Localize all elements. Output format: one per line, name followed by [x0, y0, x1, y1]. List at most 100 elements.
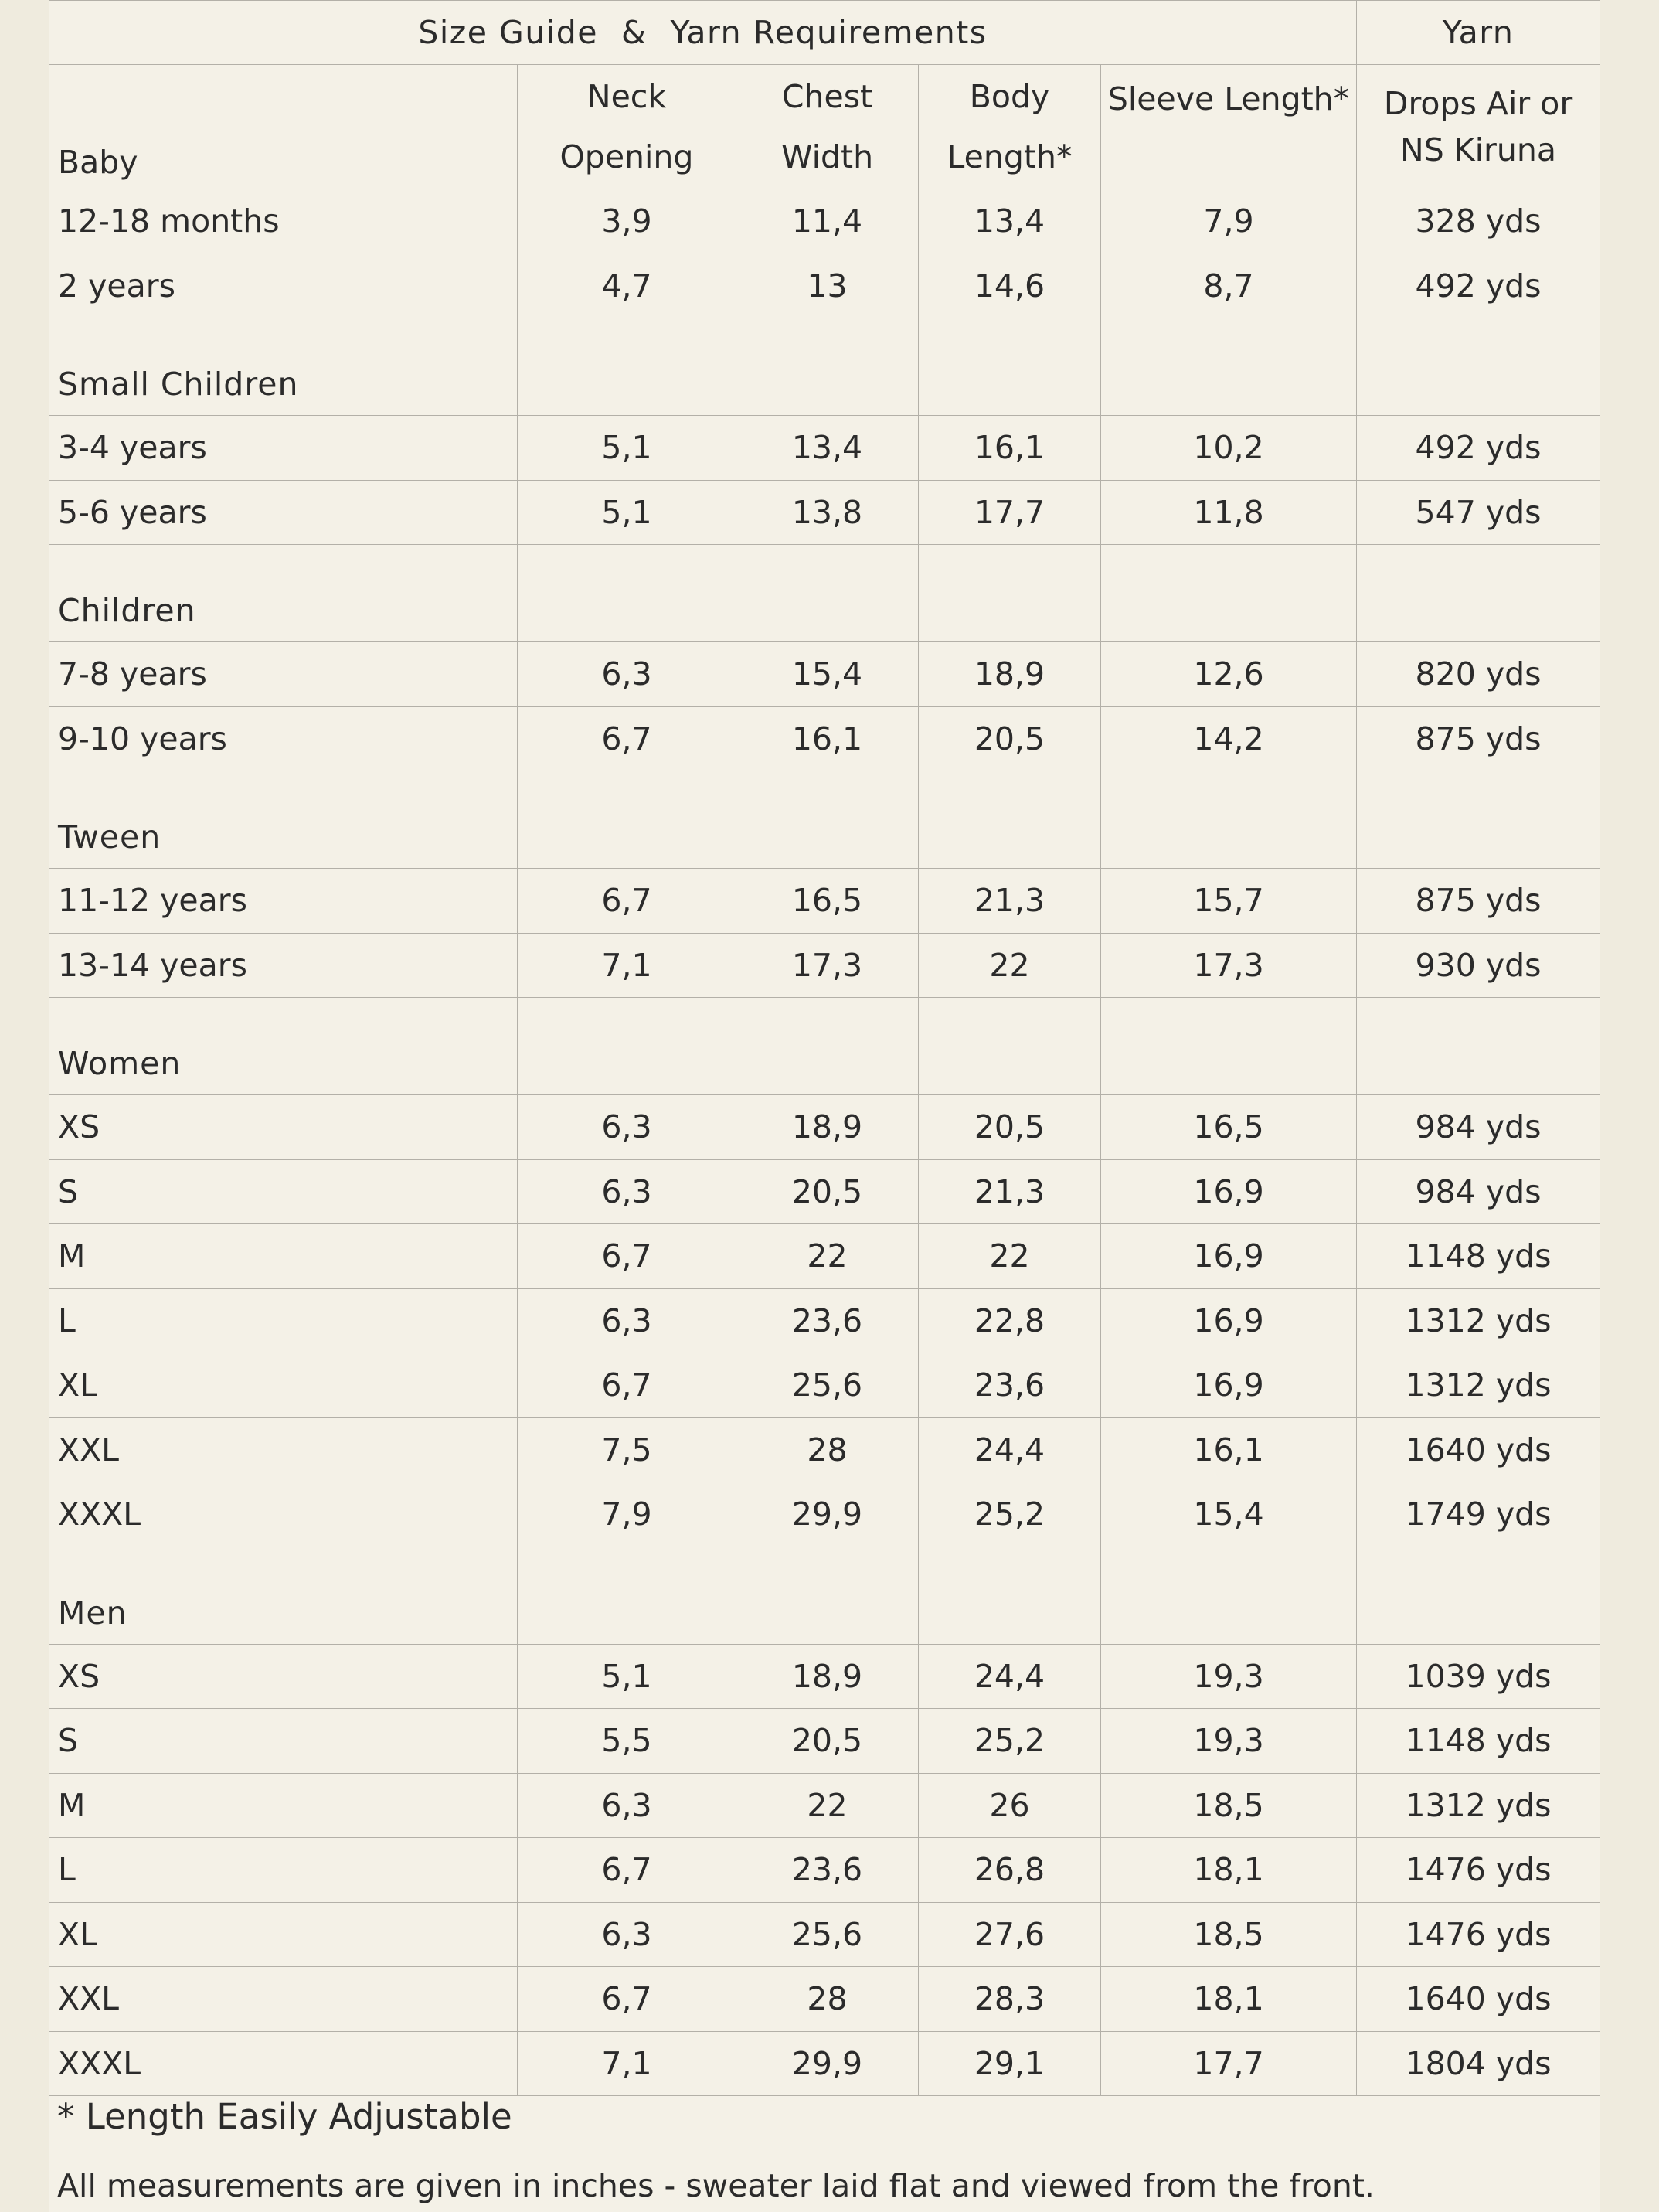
table-row: L 6,7 23,6 26,8 18,1 1476 yds [49, 1837, 1601, 1903]
sleeve-length-cell: 10,2 [1100, 415, 1358, 481]
sleeve-length-cell: 16,1 [1100, 1417, 1358, 1482]
size-label: 11-12 years [49, 868, 518, 934]
sleeve-length-cell: 11,8 [1100, 479, 1358, 545]
chest-width-cell: 22 [736, 1223, 919, 1289]
size-label: XXXL [49, 1482, 518, 1547]
empty-cell [918, 544, 1101, 642]
note-measurements: All measurements are given in inches - s… [57, 2167, 1375, 2204]
header-baby: Baby [49, 64, 518, 189]
size-label: XL [49, 1353, 518, 1418]
body-length-cell: 20,5 [918, 706, 1101, 771]
table-row: XXXL 7,9 29,9 25,2 15,4 1749 yds [49, 1482, 1601, 1547]
empty-cell [517, 318, 736, 416]
body-length-cell: 21,3 [918, 1159, 1101, 1224]
size-label: L [49, 1288, 518, 1353]
empty-cell [1356, 771, 1601, 869]
empty-cell [736, 771, 919, 869]
neck-opening-cell: 6,3 [517, 641, 736, 707]
empty-cell [918, 1546, 1101, 1645]
section-label: Small Children [49, 318, 518, 416]
chest-width-cell: 13 [736, 253, 919, 318]
size-label: 3-4 years [49, 415, 518, 481]
neck-opening-cell: 7,1 [517, 932, 736, 998]
empty-cell [1356, 318, 1601, 416]
sleeve-length-cell: 18,1 [1100, 1966, 1358, 2032]
sleeve-length-cell: 16,9 [1100, 1353, 1358, 1418]
sleeve-length-cell: 12,6 [1100, 641, 1358, 707]
sleeve-length-cell: 14,2 [1100, 706, 1358, 771]
table-row: XL 6,7 25,6 23,6 16,9 1312 yds [49, 1353, 1601, 1418]
neck-opening-cell: 5,5 [517, 1708, 736, 1774]
header-body-length: Body Length* [918, 64, 1101, 189]
table-row: XXXL 7,1 29,9 29,1 17,7 1804 yds [49, 2030, 1601, 2096]
yarn-amount-cell: 1804 yds [1356, 2030, 1601, 2096]
neck-opening-cell: 6,7 [517, 1966, 736, 2032]
header-neck-line2: Opening [559, 138, 694, 175]
neck-opening-cell: 3,9 [517, 189, 736, 254]
table-row: S 6,3 20,5 21,3 16,9 984 yds [49, 1159, 1601, 1224]
size-label: XXL [49, 1966, 518, 2032]
header-row: Baby Neck Opening Chest Width Body Length* … [49, 64, 1601, 189]
size-label: XS [49, 1094, 518, 1160]
section-header-row: Tween [49, 771, 1601, 869]
body-length-cell: 18,9 [918, 641, 1101, 707]
size-label: 9-10 years [49, 706, 518, 771]
neck-opening-cell: 6,7 [517, 868, 736, 934]
chest-width-cell: 13,8 [736, 479, 919, 545]
body-length-cell: 22 [918, 932, 1101, 998]
size-label: 7-8 years [49, 641, 518, 707]
table-row: 5-6 years 5,1 13,8 17,7 11,8 547 yds [49, 479, 1601, 545]
sleeve-length-cell: 16,9 [1100, 1288, 1358, 1353]
sleeve-length-cell: 15,7 [1100, 868, 1358, 934]
yarn-amount-cell: 930 yds [1356, 932, 1601, 998]
neck-opening-cell: 5,1 [517, 479, 736, 545]
empty-cell [736, 318, 919, 416]
chest-width-cell: 25,6 [736, 1901, 919, 1967]
chest-width-cell: 20,5 [736, 1708, 919, 1774]
sleeve-length-cell: 18,5 [1100, 1901, 1358, 1967]
size-label: M [49, 1772, 518, 1838]
table-row: S 5,5 20,5 25,2 19,3 1148 yds [49, 1708, 1601, 1774]
chest-width-cell: 15,4 [736, 641, 919, 707]
body-length-cell: 14,6 [918, 253, 1101, 318]
empty-cell [517, 544, 736, 642]
body-length-cell: 26 [918, 1772, 1101, 1838]
size-label: XXL [49, 1417, 518, 1482]
body-length-cell: 29,1 [918, 2030, 1101, 2096]
neck-opening-cell: 4,7 [517, 253, 736, 318]
table-row: M 6,7 22 22 16,9 1148 yds [49, 1223, 1601, 1289]
yarn-amount-cell: 1312 yds [1356, 1772, 1601, 1838]
yarn-amount-cell: 1640 yds [1356, 1966, 1601, 2032]
header-chest-line1: Chest [781, 78, 873, 115]
table-row: XXL 6,7 28 28,3 18,1 1640 yds [49, 1966, 1601, 2032]
body-length-cell: 20,5 [918, 1094, 1101, 1160]
neck-opening-cell: 6,3 [517, 1288, 736, 1353]
empty-cell [918, 318, 1101, 416]
header-chest-width: Chest Width [736, 64, 919, 189]
body-length-cell: 23,6 [918, 1353, 1101, 1418]
chest-width-cell: 29,9 [736, 1482, 919, 1547]
title-ampersand: & [620, 14, 648, 51]
yarn-amount-cell: 1148 yds [1356, 1708, 1601, 1774]
size-guide-table: Size Guide & Yarn Requirements Yarn Baby N… [48, 0, 1601, 2096]
yarn-amount-cell: 1640 yds [1356, 1417, 1601, 1482]
sleeve-length-cell: 17,3 [1100, 932, 1358, 998]
table-row: XL 6,3 25,6 27,6 18,5 1476 yds [49, 1901, 1601, 1967]
sleeve-length-cell: 8,7 [1100, 253, 1358, 318]
chest-width-cell: 18,9 [736, 1094, 919, 1160]
yarn-amount-cell: 820 yds [1356, 641, 1601, 707]
yarn-amount-cell: 1148 yds [1356, 1223, 1601, 1289]
sleeve-length-cell: 16,9 [1100, 1159, 1358, 1224]
table-row: 12-18 months 3,9 11,4 13,4 7,9 328 yds [49, 189, 1601, 254]
section-header-row: Small Children [49, 318, 1601, 416]
sleeve-length-cell: 18,5 [1100, 1772, 1358, 1838]
title-row: Size Guide & Yarn Requirements Yarn [48, 0, 1601, 65]
chest-width-cell: 20,5 [736, 1159, 919, 1224]
body-length-cell: 28,3 [918, 1966, 1101, 2032]
neck-opening-cell: 7,5 [517, 1417, 736, 1482]
neck-opening-cell: 7,9 [517, 1482, 736, 1547]
size-label: XS [49, 1643, 518, 1709]
header-body-line1: Body [969, 78, 1050, 115]
section-label: Tween [49, 771, 518, 869]
chest-width-cell: 28 [736, 1966, 919, 2032]
